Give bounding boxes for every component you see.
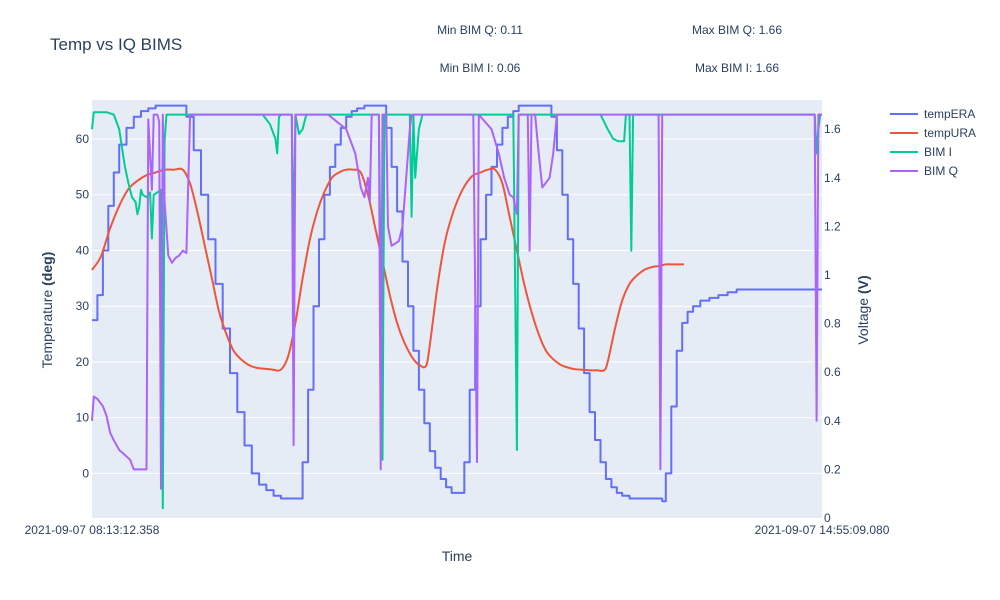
right-tick-label: 0.2 [824, 462, 841, 476]
legend-item-tempera[interactable]: tempERA [890, 107, 975, 121]
right-tick-label: 1.4 [824, 171, 841, 185]
legend-item-bim-q[interactable]: BIM Q [890, 164, 958, 178]
left-tick-label: 0 [82, 466, 89, 480]
max-bim-i-annotation: Max BIM I: 1.66 [695, 61, 779, 75]
x-tick-start: 2021-09-07 08:13:12.358 [25, 523, 160, 537]
right-tick-label: 0.8 [824, 317, 841, 331]
chart-title: Temp vs IQ BIMS [50, 35, 182, 54]
x-axis-label: Time [442, 548, 473, 564]
right-tick-label: 1 [824, 268, 831, 282]
left-axis-label-unit: (deg) [39, 252, 55, 286]
legend-label: BIM Q [924, 164, 958, 178]
right-tick-label: 0.4 [824, 414, 841, 428]
left-axis-ticks: 0 10 20 30 40 50 60 [76, 132, 90, 480]
left-tick-label: 10 [76, 411, 90, 425]
left-tick-label: 60 [76, 132, 90, 146]
legend-label: tempERA [924, 107, 975, 121]
right-tick-label: 1.6 [824, 122, 841, 136]
series-bim-q-line[interactable] [91, 113, 822, 490]
legend[interactable]: tempERA tempURA BIM I BIM Q [890, 107, 976, 178]
min-bim-i-annotation: Min BIM I: 0.06 [440, 61, 521, 75]
legend-label: tempURA [924, 126, 976, 140]
series-tempura-line[interactable] [91, 167, 684, 372]
right-tick-label: 0 [824, 511, 831, 525]
legend-item-bim-i[interactable]: BIM I [890, 145, 952, 159]
right-tick-label: 0.6 [824, 365, 841, 379]
left-tick-label: 40 [76, 243, 90, 257]
right-axis-label: Voltage (V) [855, 275, 871, 344]
right-axis-ticks: 0 0.2 0.4 0.6 0.8 1 1.2 1.4 1.6 [824, 122, 841, 525]
traces [91, 104, 822, 510]
left-axis-label: Temperature (deg) [39, 252, 55, 369]
right-axis-label-unit: (V) [855, 275, 871, 294]
min-bim-q-annotation: Min BIM Q: 0.11 [437, 23, 523, 37]
plot-area [92, 100, 822, 518]
x-tick-end: 2021-09-07 14:55:09.080 [755, 523, 890, 537]
series-tempera-line[interactable] [92, 104, 822, 503]
legend-label: BIM I [924, 145, 952, 159]
right-axis-label-text: Voltage [855, 294, 871, 345]
legend-item-tempura[interactable]: tempURA [890, 126, 976, 140]
max-bim-q-annotation: Max BIM Q: 1.66 [692, 23, 782, 37]
left-axis-label-text: Temperature [39, 286, 55, 368]
left-tick-label: 50 [76, 188, 90, 202]
right-tick-label: 1.2 [824, 219, 841, 233]
left-tick-label: 30 [76, 299, 90, 313]
left-tick-label: 20 [76, 355, 90, 369]
